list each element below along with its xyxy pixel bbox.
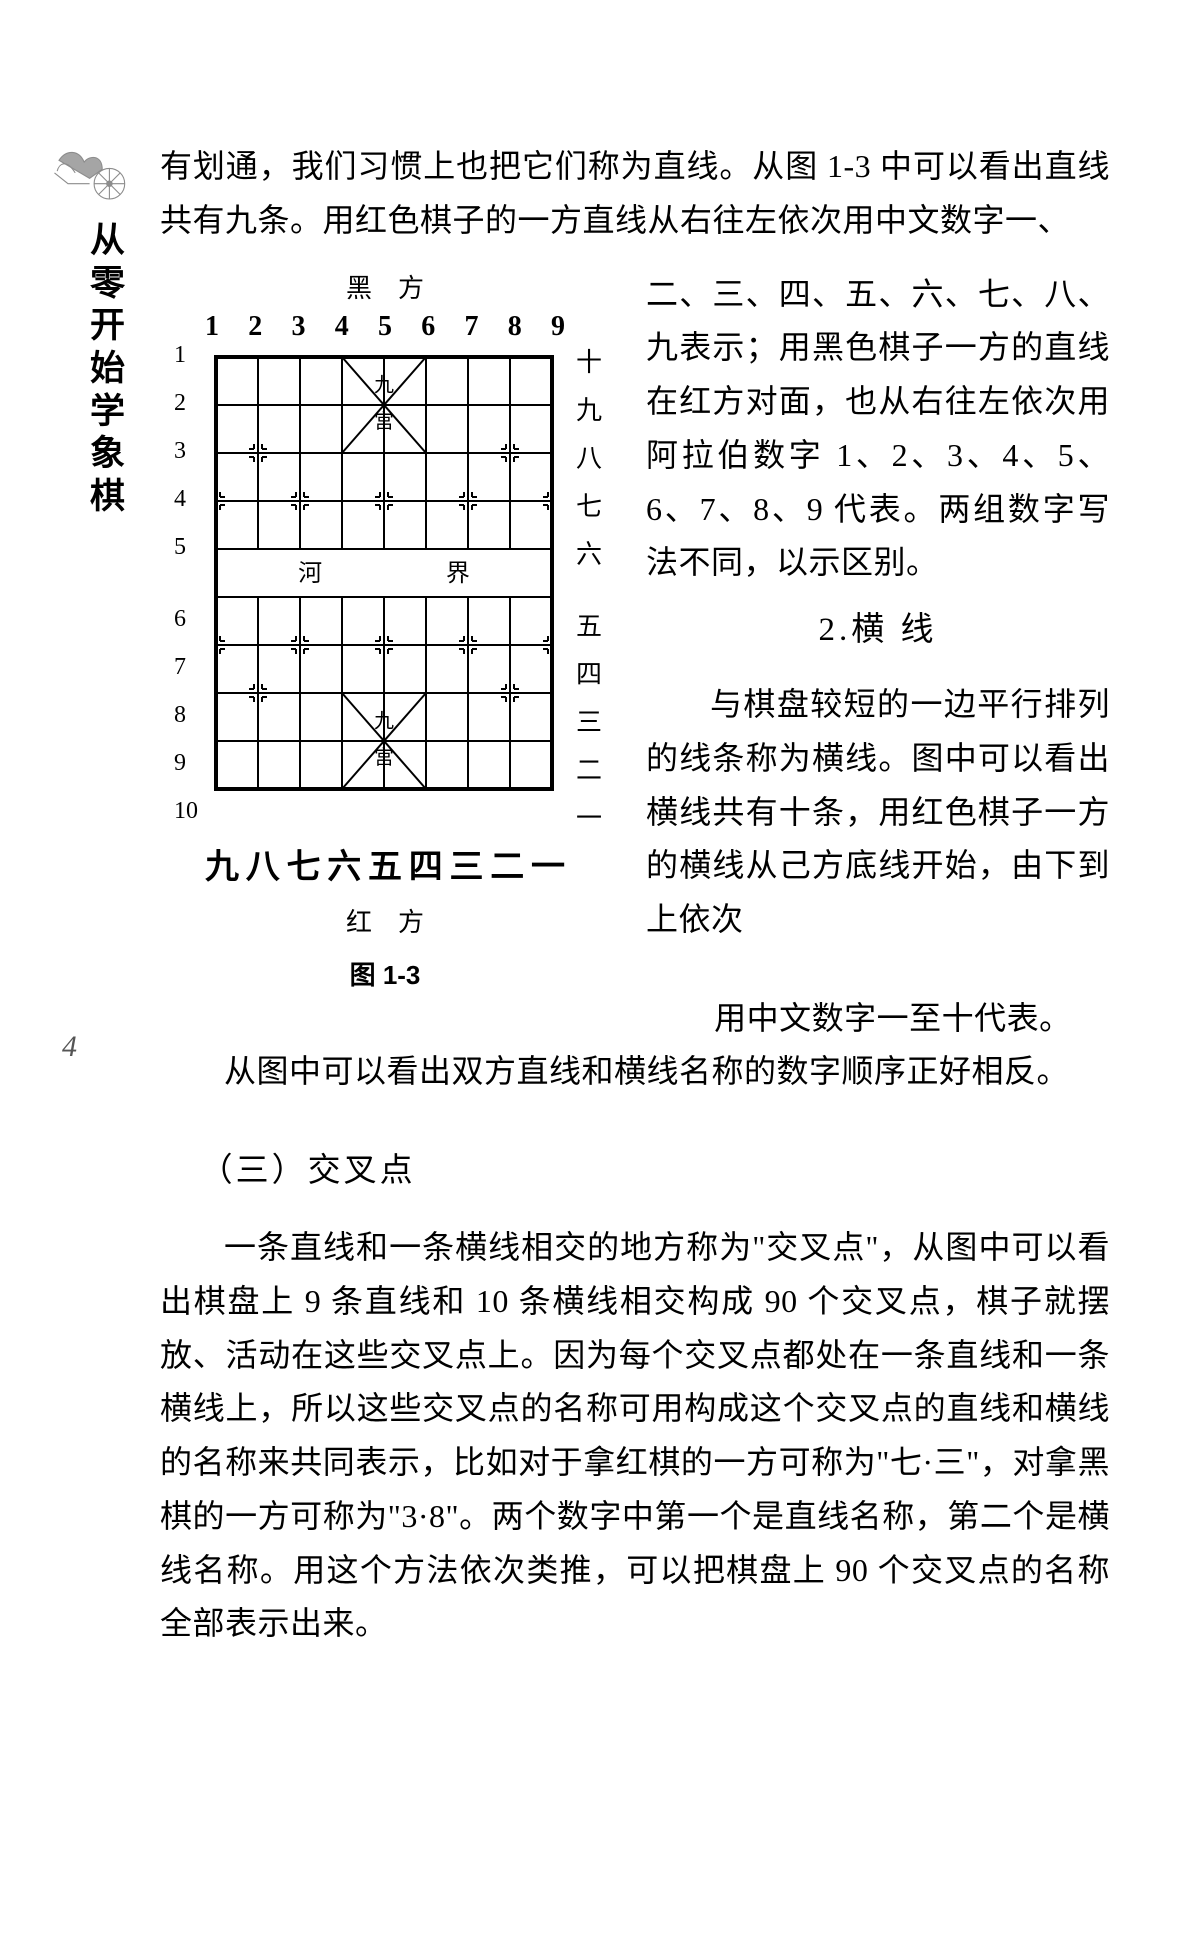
board-top-file-labels: 1 2 3 4 5 6 7 8 9 [205, 311, 565, 343]
file-label: 七 [287, 839, 321, 888]
file-label: 三 [450, 839, 484, 888]
svg-text:宫: 宫 [374, 410, 394, 433]
spine-char: 学 [90, 391, 126, 434]
xiangqi-board: 1 2 3 4 5 6 7 8 9 10 十 九 八 七 六 五 [166, 347, 604, 833]
rank-label: 三 [576, 702, 602, 739]
board-bottom-side-label: 红方 [346, 902, 450, 939]
board-caption: 图 1-3 [350, 955, 421, 992]
file-label: 9 [551, 311, 565, 343]
board-top-side-label: 黑方 [346, 268, 450, 305]
rank-label: 七 [576, 486, 602, 523]
rank-label: 八 [576, 438, 602, 475]
spine-char: 棋 [90, 476, 126, 519]
svg-text:九: 九 [374, 709, 394, 732]
svg-text:九: 九 [374, 373, 394, 396]
section-heading-3: （三）交叉点 [160, 1143, 1110, 1191]
two-column-layout: 黑方 1 2 3 4 5 6 7 8 9 1 2 3 4 [160, 268, 1110, 992]
rank-label: 九 [576, 390, 602, 427]
rank-label: 十 [576, 342, 602, 379]
rank-label: 8 [174, 702, 186, 729]
file-label: 一 [531, 839, 565, 888]
book-spine-title: 从 零 开 始 学 象 棋 [90, 220, 126, 519]
continued-text: 用中文数字一至十代表。 从图中可以看出双方直线和横线名称的数字顺序正好相反。 （… [160, 992, 1110, 1652]
svg-text:宫: 宫 [374, 746, 394, 769]
spine-char: 零 [90, 263, 126, 306]
rank-label: 4 [174, 486, 186, 513]
paragraph: 与棋盘较短的一边平行排列的线条称为横线。图中可以看出横线共有十条，用红色棋子一方… [646, 678, 1110, 947]
file-label: 九 [205, 839, 239, 888]
spine-char: 从 [90, 220, 126, 263]
file-label: 5 [378, 311, 392, 343]
rank-label: 6 [174, 606, 186, 633]
file-label: 4 [335, 311, 349, 343]
board-bottom-file-labels: 九 八 七 六 五 四 三 二 一 [205, 839, 565, 888]
file-label: 3 [292, 311, 306, 343]
rank-label: 3 [174, 438, 186, 465]
file-label: 7 [465, 311, 479, 343]
rank-label: 7 [174, 654, 186, 681]
file-label: 6 [421, 311, 435, 343]
rank-label: 9 [174, 750, 186, 777]
rank-label: 四 [576, 654, 602, 691]
paragraph: 用中文数字一至十代表。 [160, 992, 1110, 1046]
rank-label: 五 [576, 606, 602, 643]
paragraph: 有划通，我们习惯上也把它们称为直线。从图 1-3 中可以看出直线共有九条。用红色… [160, 140, 1110, 248]
rank-label: 一 [576, 798, 602, 835]
spine-char: 开 [90, 305, 126, 348]
right-text-column: 二、三、四、五、六、七、八、九表示；用黑色棋子一方的直线在红方对面，也从右往左依… [646, 268, 1110, 947]
rank-label: 1 [174, 342, 186, 369]
rank-label: 2 [174, 390, 186, 417]
main-content: 有划通，我们习惯上也把它们称为直线。从图 1-3 中可以看出直线共有九条。用红色… [160, 140, 1110, 1651]
board-grid-svg: 九宫九宫河界 [204, 351, 564, 795]
rank-label: 5 [174, 534, 186, 561]
rank-label: 二 [576, 750, 602, 787]
paragraph: 从图中可以看出双方直线和横线名称的数字顺序正好相反。 [160, 1045, 1110, 1099]
file-label: 五 [368, 839, 402, 888]
file-label: 8 [508, 311, 522, 343]
file-label: 六 [327, 839, 361, 888]
file-label: 八 [246, 839, 280, 888]
file-label: 2 [248, 311, 262, 343]
decorative-chariot-icon [50, 130, 140, 205]
svg-text:河: 河 [298, 560, 322, 587]
rank-label: 六 [576, 534, 602, 571]
spine-char: 象 [90, 433, 126, 476]
section-heading-2: 2.横 线 [646, 602, 1110, 650]
paragraph: 一条直线和一条横线相交的地方称为"交叉点"，从图中可以看出棋盘上 9 条直线和 … [160, 1221, 1110, 1651]
file-label: 二 [490, 839, 524, 888]
page-number: 4 [62, 1030, 77, 1064]
file-label: 1 [205, 311, 219, 343]
board-column: 黑方 1 2 3 4 5 6 7 8 9 1 2 3 4 [160, 268, 610, 992]
spine-char: 始 [90, 348, 126, 391]
page: 从 零 开 始 学 象 棋 4 有划通，我们习惯上也把它们称为直线。从图 1-3… [0, 0, 1200, 1951]
file-label: 四 [409, 839, 443, 888]
paragraph: 二、三、四、五、六、七、八、九表示；用黑色棋子一方的直线在红方对面，也从右往左依… [646, 268, 1110, 591]
svg-text:界: 界 [446, 561, 470, 587]
rank-label: 10 [174, 798, 198, 825]
